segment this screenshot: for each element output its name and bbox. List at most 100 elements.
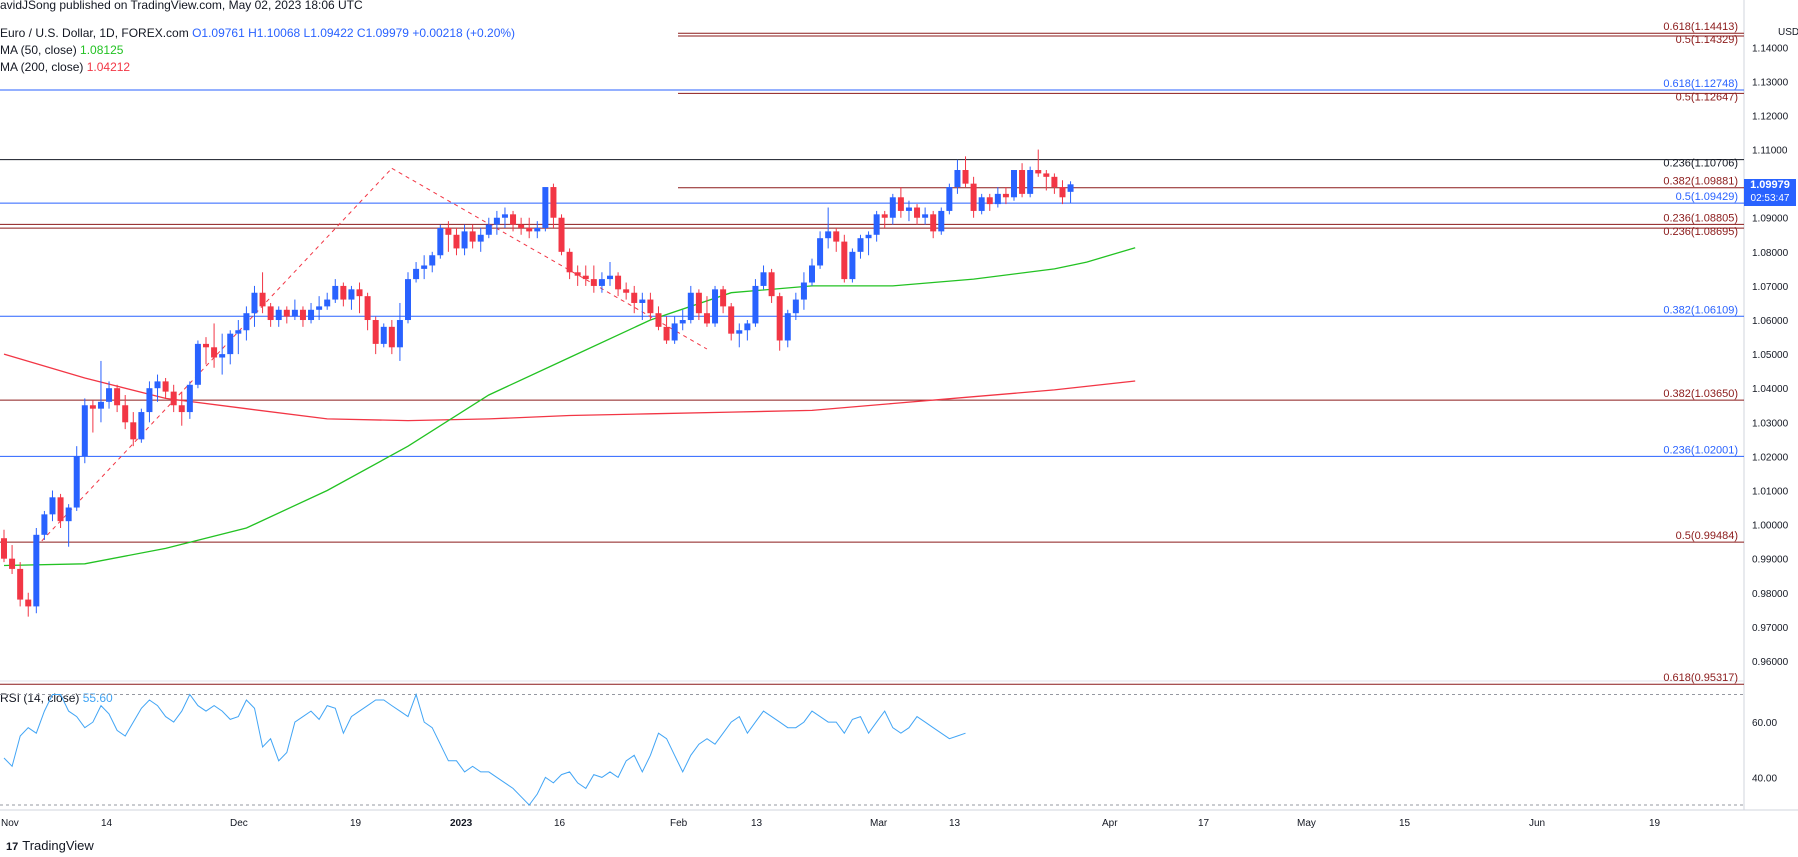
candle-body — [235, 330, 242, 334]
fib-level-label: 0.5(0.99484) — [1676, 530, 1738, 542]
candle-body — [526, 227, 533, 232]
candle-body — [897, 197, 904, 211]
candle-body — [114, 388, 121, 406]
candle-body — [510, 214, 517, 225]
candle-body — [607, 275, 613, 280]
candle-body — [211, 347, 218, 358]
candle-body — [469, 231, 476, 242]
candle-body — [97, 401, 104, 409]
candle-body — [817, 238, 824, 266]
candle-body — [89, 405, 96, 409]
rsi-tick-label: 60.00 — [1752, 718, 1777, 729]
time-tick-label: Feb — [670, 818, 688, 829]
candle-body — [615, 275, 622, 290]
ma200-label: MA (200, close) — [0, 60, 84, 74]
candle-body — [283, 309, 290, 317]
candle-body — [17, 568, 24, 600]
candle-body — [1027, 170, 1034, 194]
tv-logo-icon: 17 — [6, 841, 19, 853]
candle-body — [291, 309, 298, 317]
fib-level-label: 0.5(1.14329) — [1676, 34, 1738, 46]
candle-body — [841, 241, 848, 280]
time-tick-label: Dec — [230, 818, 248, 829]
candle-body — [308, 309, 315, 321]
last-price: 1.09979 — [1750, 179, 1790, 191]
ma50-label: MA (50, close) — [0, 43, 77, 57]
price-tick-label: 1.13000 — [1752, 77, 1789, 88]
symbol-legend: Euro / U.S. Dollar, 1D, FOREX.com O1.097… — [0, 26, 515, 40]
price-tick-label: 1.04000 — [1752, 384, 1789, 395]
candle-body — [695, 292, 702, 314]
candle-body — [243, 313, 250, 331]
candle-body — [736, 330, 743, 334]
price-tick-label: 1.05000 — [1752, 350, 1789, 361]
candle-body — [914, 207, 921, 218]
candle-body — [41, 514, 48, 535]
candle-body — [768, 272, 775, 297]
candle-body — [809, 265, 815, 283]
candle-body — [800, 282, 807, 300]
price-tick-label: 1.07000 — [1752, 282, 1789, 293]
price-tick-label: 1.03000 — [1752, 418, 1789, 429]
candle-body — [57, 497, 64, 522]
time-tick-label: 17 — [1198, 818, 1210, 829]
candle-body — [130, 422, 137, 440]
ma50-legend[interactable]: MA (50, close) 1.08125 — [0, 43, 123, 57]
candle-body — [647, 299, 654, 314]
candle-body — [316, 306, 323, 310]
candle-body — [663, 326, 670, 341]
candle-body — [364, 296, 371, 321]
candle-body — [299, 309, 306, 321]
candle-body — [631, 292, 638, 303]
candle-body — [986, 197, 993, 205]
time-tick-label: Mar — [870, 818, 888, 829]
ohlc-high: H1.10068 — [248, 26, 301, 40]
candle-body — [728, 306, 735, 334]
candle-body — [477, 234, 484, 242]
candle-body — [219, 354, 226, 358]
candle-body — [227, 333, 234, 355]
candle-body — [542, 187, 549, 228]
candle-body — [760, 272, 767, 286]
candle-body — [574, 272, 581, 276]
candle-body — [65, 507, 72, 522]
candle-body — [154, 381, 161, 389]
ohlc-open: O1.09761 — [192, 26, 245, 40]
candle-body — [348, 289, 355, 300]
candle-body — [550, 187, 557, 218]
candle-body — [396, 320, 403, 348]
candle-body — [81, 405, 88, 457]
candle-body — [1059, 187, 1066, 198]
candle-body — [421, 265, 428, 269]
fib-level-label: 0.618(1.14413) — [1663, 21, 1738, 33]
fib-level-label: 0.382(1.06109) — [1663, 304, 1738, 316]
ma200-legend[interactable]: MA (200, close) 1.04212 — [0, 60, 130, 74]
candle-body — [598, 279, 605, 286]
price-tick-label: 0.96000 — [1752, 657, 1789, 668]
candle-body — [186, 384, 193, 413]
price-tick-label: 1.08000 — [1752, 248, 1789, 259]
candle-body — [429, 255, 436, 266]
candle-body — [954, 170, 961, 188]
time-tick-label: 15 — [1399, 818, 1411, 829]
candle-body — [324, 299, 331, 307]
candle-body — [461, 231, 468, 249]
time-tick-label: 13 — [751, 818, 763, 829]
tradingview-logo[interactable]: 17 TradingView — [6, 838, 94, 853]
candle-body — [873, 214, 880, 235]
price-tick-label: 1.12000 — [1752, 111, 1789, 122]
candle-body — [194, 343, 201, 385]
candle-body — [251, 292, 258, 314]
price-tick-label: 1.14000 — [1752, 43, 1789, 54]
candle-body — [146, 388, 153, 413]
candle-body — [49, 497, 56, 515]
fib-level-label: 0.5(1.12647) — [1676, 91, 1738, 103]
currency-label: USD — [1778, 27, 1798, 38]
candle-body — [445, 227, 452, 235]
symbol-name: Euro / U.S. Dollar, 1D, FOREX.com — [0, 26, 189, 40]
ohlc-close: C1.09979 — [356, 26, 409, 40]
candle-body — [833, 231, 840, 242]
rsi-tick-label: 40.00 — [1752, 773, 1777, 784]
candle-body — [776, 296, 783, 341]
